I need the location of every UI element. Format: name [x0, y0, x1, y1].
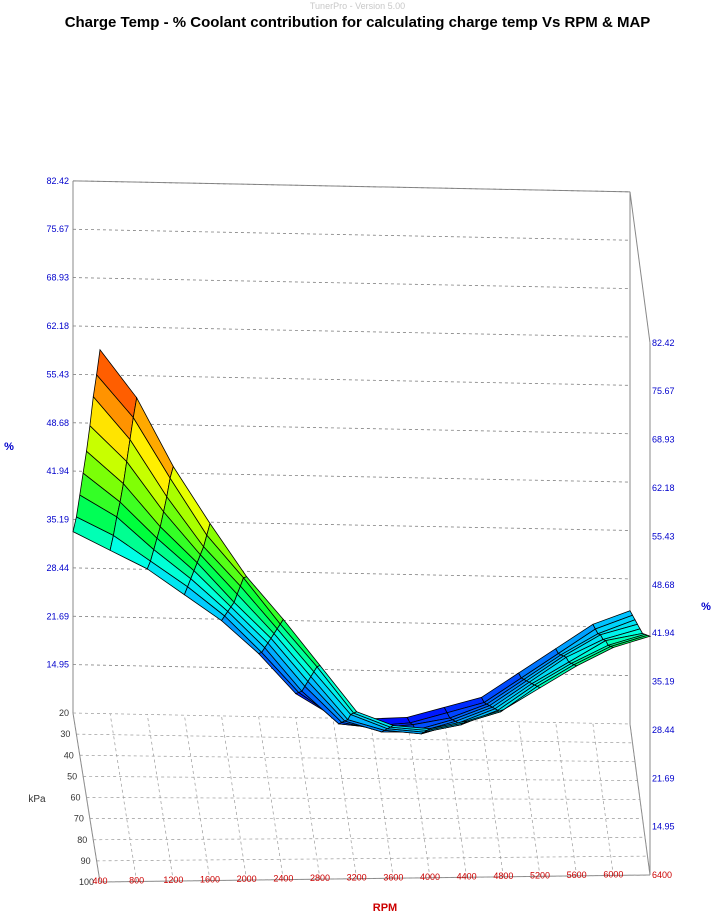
- rpm-tick-label: 3200: [347, 873, 367, 883]
- rpm-tick-label: 4400: [457, 871, 477, 881]
- chart-gridlines: [72, 180, 651, 883]
- kpa-tick-label: 60: [70, 793, 80, 803]
- kpa-tick-label: 90: [81, 856, 91, 866]
- z-gridline: [72, 422, 631, 435]
- kpa-tick-label: 100: [79, 877, 94, 887]
- z-axis-title-right: %: [701, 601, 711, 613]
- floor-gridline-kpa: [83, 776, 638, 781]
- floor-gridline-kpa: [93, 836, 646, 841]
- z-gridline: [72, 228, 631, 241]
- floor-gridline-rpm: [555, 722, 578, 876]
- floor-gridline-rpm: [481, 721, 504, 877]
- z-gridline: [72, 325, 631, 338]
- z-gridline: [72, 180, 631, 193]
- z-tick-label-left: 75.67: [46, 224, 69, 234]
- rpm-tick-label: 3600: [383, 872, 403, 882]
- rpm-tick-label: 800: [129, 876, 144, 886]
- floor-gridline-rpm: [518, 721, 541, 877]
- floor-gridline-rpm: [629, 723, 651, 876]
- z-gridline: [72, 277, 631, 289]
- floor-gridline-rpm: [221, 715, 248, 881]
- floor-gridline-kpa: [99, 874, 651, 883]
- z-tick-label-left: 21.69: [46, 611, 69, 621]
- chart-title: Charge Temp - % Coolant contribution for…: [64, 14, 651, 31]
- kpa-tick-label: 30: [60, 729, 70, 739]
- z-tick-label-right: 48.68: [652, 580, 675, 590]
- rpm-tick-label: 4000: [420, 872, 440, 882]
- rpm-tick-label: 400: [92, 876, 107, 886]
- rpm-tick-label: 6000: [603, 869, 623, 879]
- z-tick-label-right: 68.93: [652, 435, 675, 445]
- z-tick-label-left: 55.43: [46, 369, 69, 379]
- rpm-tick-label: 2400: [273, 874, 293, 884]
- rpm-tick-label: 1600: [200, 875, 220, 885]
- watermark: TunerPro - Version 5.00: [309, 1, 406, 11]
- rpm-tick-label: 4800: [493, 871, 513, 881]
- floor-gridline-rpm: [184, 715, 211, 881]
- z-tick-label-left: 48.68: [46, 418, 69, 428]
- z-tick-label-right: 55.43: [652, 531, 675, 541]
- floor-gridline-rpm: [592, 723, 614, 876]
- rpm-tick-label: 2000: [237, 874, 257, 884]
- z-tick-label-left: 62.18: [46, 321, 69, 331]
- rpm-tick-label: 1200: [163, 875, 183, 885]
- z-tick-label-right: 82.42: [652, 338, 675, 348]
- z-tick-label-left: 14.95: [46, 660, 69, 670]
- surface-cell: [609, 634, 652, 648]
- z-gridline: [72, 615, 631, 628]
- z-tick-label-right: 21.69: [652, 773, 675, 783]
- z-min-label: 20: [59, 708, 69, 718]
- floor-gridline-rpm: [443, 720, 468, 878]
- z-tick-label-left: 28.44: [46, 563, 69, 573]
- axis-labels: 82.42 75.67 68.93 62.18 55.43 48.68 41.94 35.19…: [4, 176, 711, 913]
- z-tick-label-left: 68.93: [46, 273, 69, 283]
- z-tick-label-right: 14.95: [652, 822, 675, 832]
- kpa-tick-label: 50: [67, 771, 77, 781]
- rpm-tick-label: 6400: [652, 870, 672, 880]
- z-tick-label-left: 41.94: [46, 466, 69, 476]
- floor-gridline-kpa: [76, 733, 633, 744]
- z-tick-label-left: 35.19: [46, 514, 69, 524]
- y-axis-title: kPa: [28, 794, 46, 805]
- rpm-tick-label: 5200: [530, 870, 550, 880]
- z-gridline: [72, 373, 631, 386]
- z-tick-label-right: 35.19: [652, 676, 675, 686]
- z-tick-label-left: 82.42: [46, 176, 69, 186]
- z-tick-label-right: 41.94: [652, 628, 675, 638]
- z-axis-title-left: %: [4, 441, 14, 453]
- kpa-tick-label: 80: [77, 835, 87, 845]
- floor-gridline-kpa: [96, 855, 648, 862]
- rpm-tick-label: 2800: [310, 873, 330, 883]
- surface-mesh: [72, 348, 652, 735]
- z-tick-label-right: 62.18: [652, 483, 675, 493]
- z-tick-label-right: 75.67: [652, 386, 675, 396]
- frame-right-top-edge: [629, 191, 651, 343]
- floor-gridline-kpa: [79, 754, 636, 763]
- rpm-tick-label: 5600: [567, 870, 587, 880]
- kpa-tick-label: 70: [74, 814, 84, 824]
- kpa-tick-label: 40: [64, 750, 74, 760]
- z-tick-label-right: 28.44: [652, 725, 675, 735]
- x-axis-title: RPM: [373, 902, 397, 913]
- floor-gridline-kpa: [86, 797, 641, 800]
